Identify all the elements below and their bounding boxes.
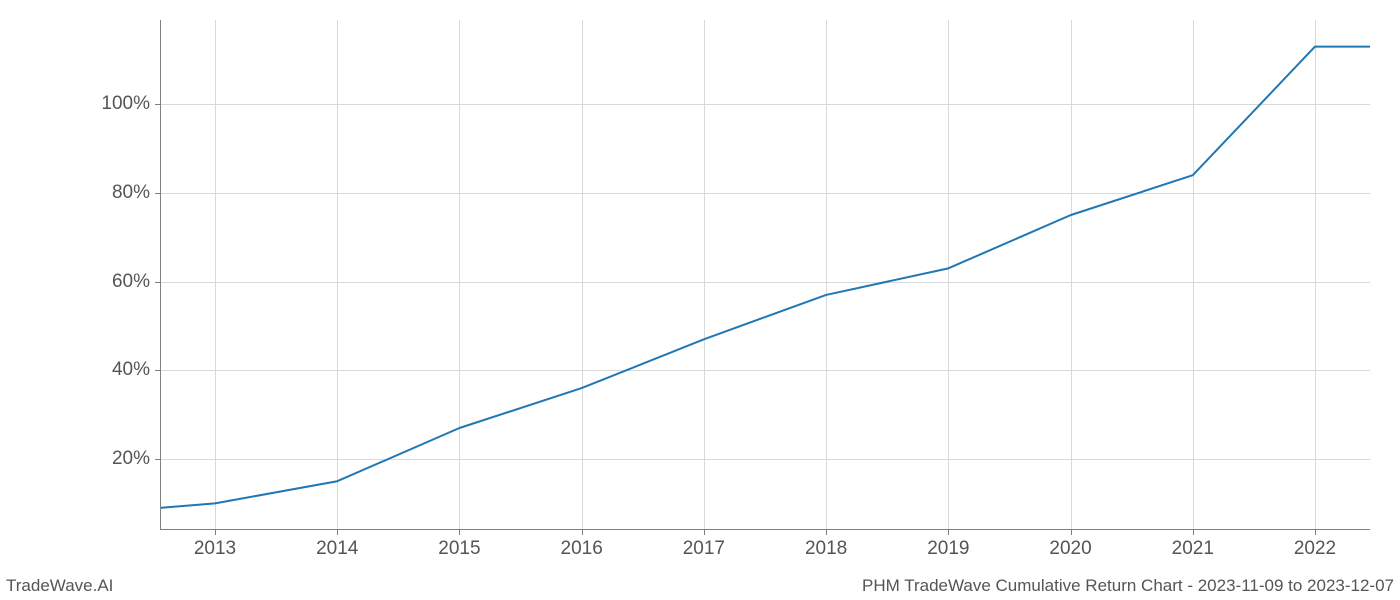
x-tick-label: 2013 bbox=[194, 538, 236, 560]
y-tick-label: 60% bbox=[112, 271, 150, 293]
x-tick-label: 2019 bbox=[927, 538, 969, 560]
chart-container: 2013 2014 2015 2016 2017 2018 2019 2020 2021 2022… bbox=[0, 0, 1400, 600]
credit-left: TradeWave.AI bbox=[6, 576, 113, 596]
x-tick-label: 2022 bbox=[1294, 538, 1336, 560]
x-tick-label: 2016 bbox=[561, 538, 603, 560]
y-tick-mark bbox=[155, 104, 160, 105]
x-tick-label: 2021 bbox=[1172, 538, 1214, 560]
plot-area bbox=[160, 20, 1370, 530]
x-tick-label: 2017 bbox=[683, 538, 725, 560]
credit-right: PHM TradeWave Cumulative Return Chart - … bbox=[862, 576, 1394, 596]
y-tick-label: 80% bbox=[112, 182, 150, 204]
x-tick-mark bbox=[582, 530, 583, 535]
series-line bbox=[160, 47, 1370, 508]
x-tick-label: 2018 bbox=[805, 538, 847, 560]
y-tick-label: 100% bbox=[101, 93, 150, 115]
y-tick-mark bbox=[155, 193, 160, 194]
y-axis-spine bbox=[160, 20, 161, 530]
line-series bbox=[160, 20, 1370, 530]
x-tick-mark bbox=[948, 530, 949, 535]
x-tick-mark bbox=[1071, 530, 1072, 535]
x-tick-label: 2015 bbox=[438, 538, 480, 560]
x-tick-mark bbox=[337, 530, 338, 535]
x-tick-mark bbox=[459, 530, 460, 535]
x-tick-mark bbox=[1193, 530, 1194, 535]
y-tick-label: 20% bbox=[112, 448, 150, 470]
x-axis-spine bbox=[160, 529, 1370, 530]
y-tick-mark bbox=[155, 282, 160, 283]
x-tick-mark bbox=[704, 530, 705, 535]
y-tick-label: 40% bbox=[112, 359, 150, 381]
x-tick-mark bbox=[1315, 530, 1316, 535]
x-tick-mark bbox=[215, 530, 216, 535]
x-tick-mark bbox=[826, 530, 827, 535]
x-tick-label: 2014 bbox=[316, 538, 358, 560]
x-tick-label: 2020 bbox=[1049, 538, 1091, 560]
y-tick-mark bbox=[155, 370, 160, 371]
y-tick-mark bbox=[155, 459, 160, 460]
